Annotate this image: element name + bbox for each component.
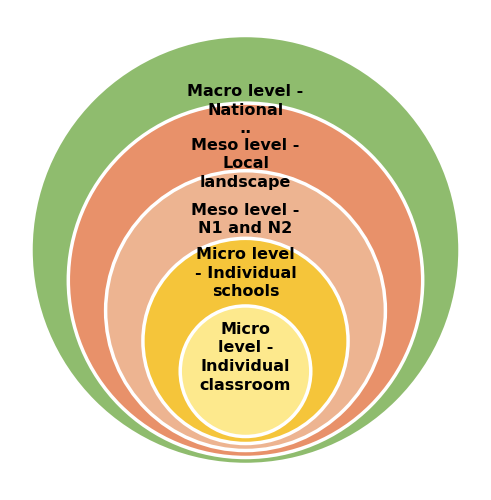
- Circle shape: [106, 170, 385, 450]
- Circle shape: [68, 103, 423, 458]
- Text: Micro
level -
Individual
classroom: Micro level - Individual classroom: [200, 322, 291, 392]
- Circle shape: [31, 36, 460, 465]
- Circle shape: [180, 306, 311, 436]
- Text: Meso level -
N1 and N2: Meso level - N1 and N2: [191, 203, 300, 236]
- Text: Micro level
- Individual
schools: Micro level - Individual schools: [194, 247, 297, 300]
- Circle shape: [143, 238, 348, 444]
- Text: Macro level -
National
..: Macro level - National ..: [188, 84, 303, 136]
- Text: Meso level -
Local
landscape: Meso level - Local landscape: [191, 138, 300, 190]
